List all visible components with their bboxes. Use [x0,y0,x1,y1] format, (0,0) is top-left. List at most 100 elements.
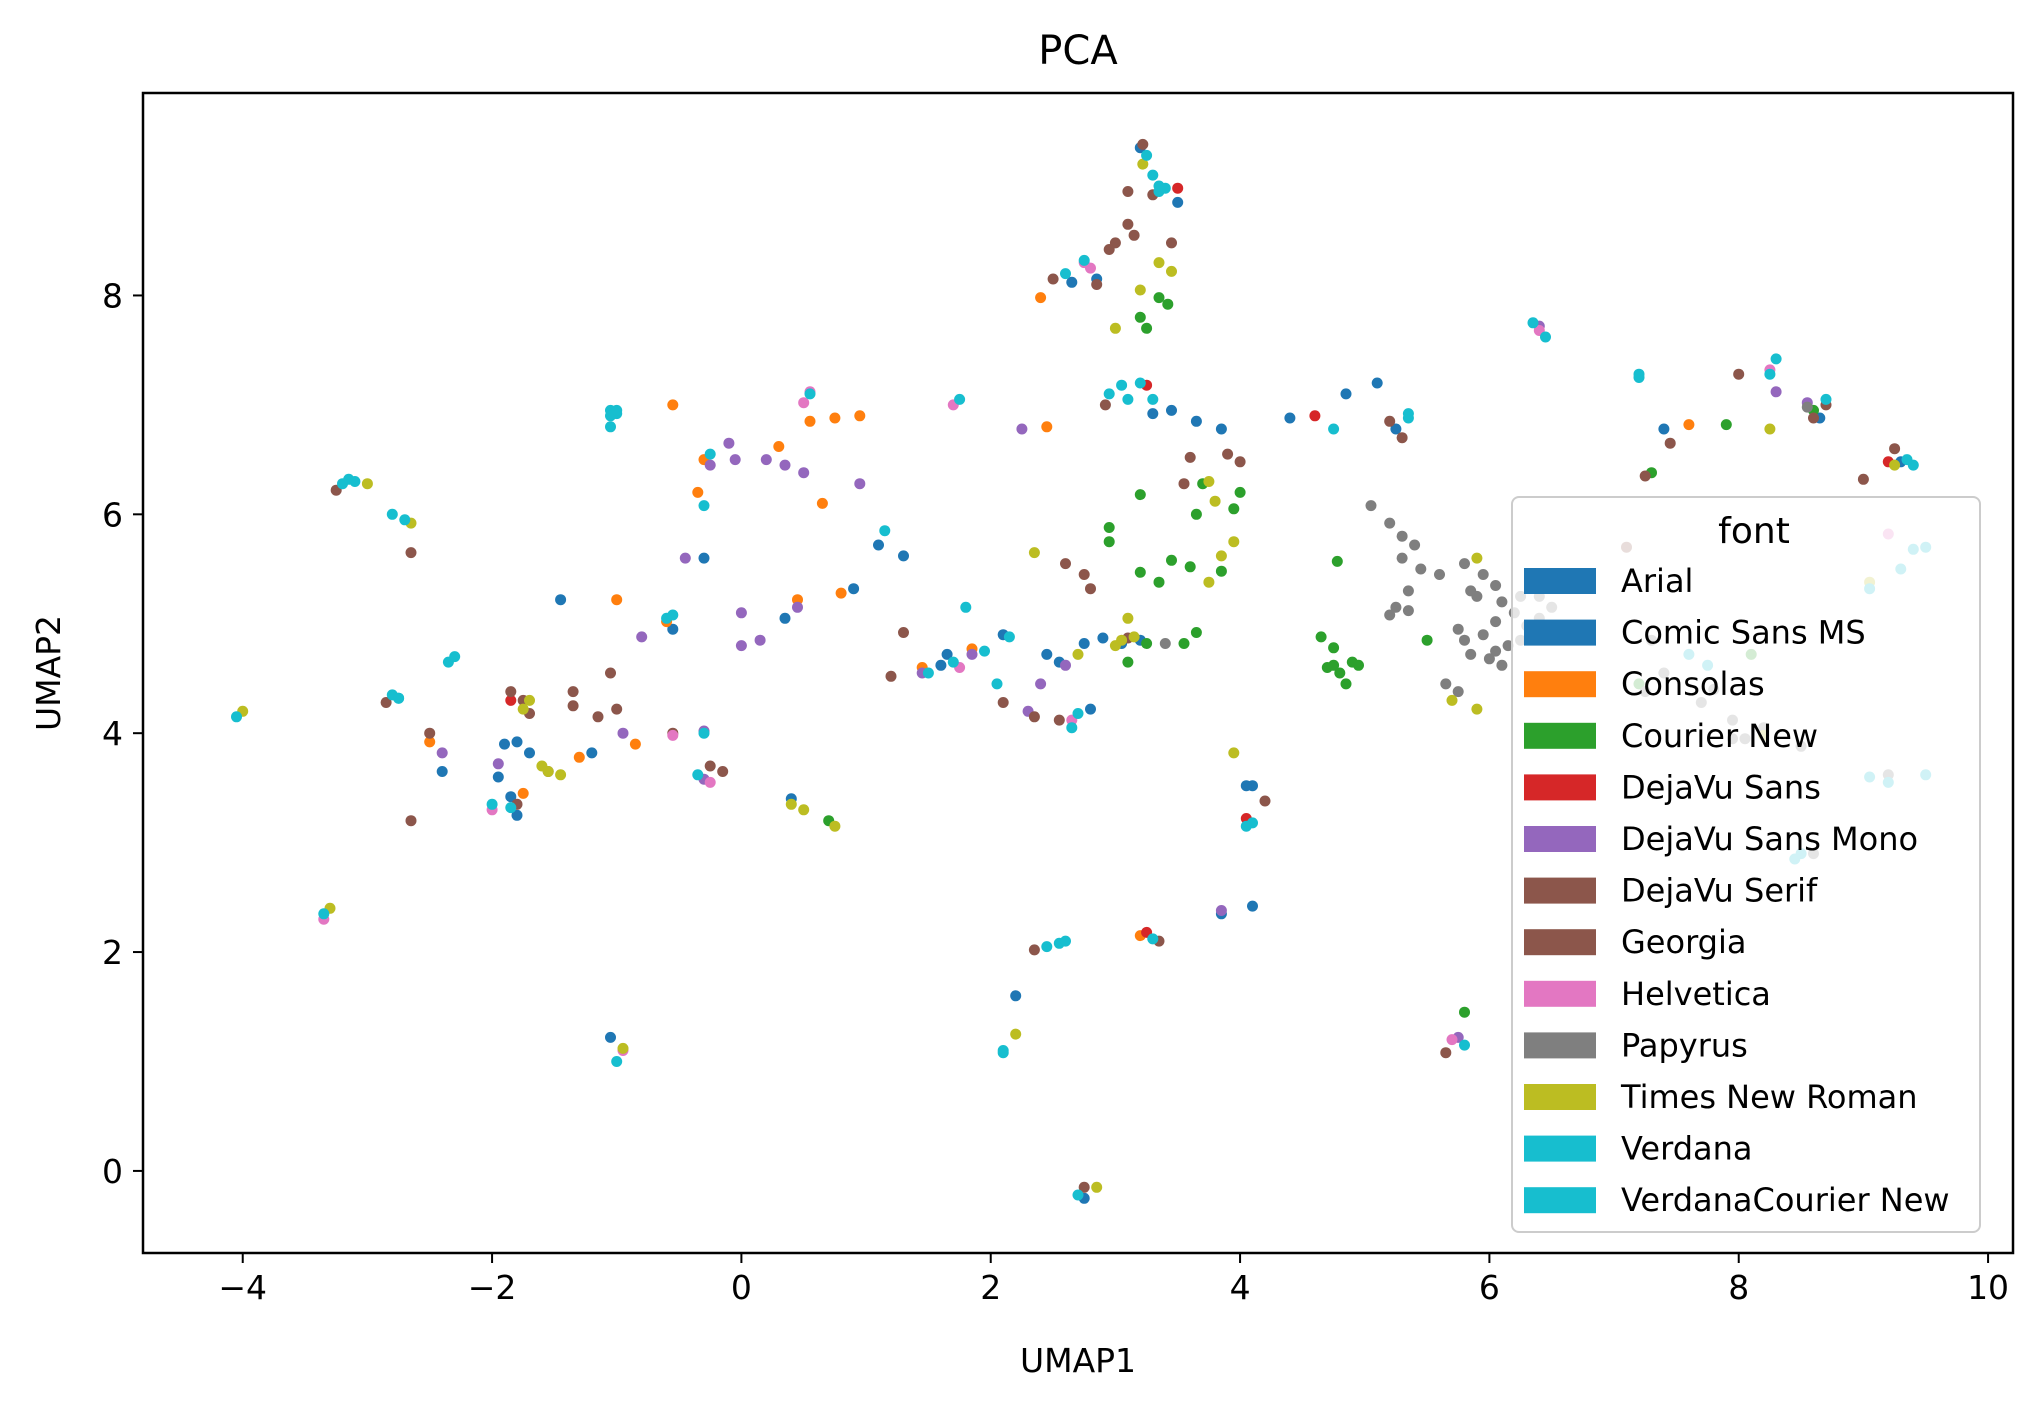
data-point [1066,722,1078,734]
data-point [1402,408,1414,420]
x-tick-label: 8 [1728,1268,1749,1307]
data-point [1072,708,1084,719]
data-point [1122,186,1134,197]
data-point [835,587,847,599]
data-point [1664,437,1676,449]
data-point [1639,470,1651,482]
data-point [1134,489,1146,501]
data-point [337,478,348,490]
data-point [1215,565,1227,577]
data-point [1141,638,1153,649]
data-point [1331,555,1343,567]
data-point [1085,262,1096,274]
data-point [1633,368,1645,380]
data-point [1178,638,1190,649]
data-point [1184,451,1196,463]
data-point [1147,408,1159,420]
data-point [667,729,679,741]
data-point [1137,158,1149,170]
data-point [1459,558,1470,570]
data-point [779,459,791,471]
data-point [1396,432,1408,444]
data-point [1240,820,1252,832]
data-point [1047,273,1059,285]
data-point [1203,476,1215,487]
data-point [1452,686,1464,698]
data-point [1137,138,1149,150]
data-point [1477,629,1489,641]
data-point [698,727,710,739]
data-point [1228,536,1240,548]
data-point [798,804,810,816]
data-point [1162,298,1174,310]
data-point [1003,631,1015,643]
data-point [1172,196,1184,208]
data-point [1134,284,1146,296]
data-point [1764,423,1776,435]
data-point [1010,1028,1022,1040]
data-point [997,697,1009,708]
data-point [1041,941,1053,953]
data-point [505,686,517,698]
data-point [798,397,810,409]
data-point [361,478,373,490]
legend-swatch [1524,1187,1596,1214]
data-point [979,645,990,657]
data-point [991,678,1003,690]
data-point [1371,377,1383,389]
data-point [1334,667,1346,679]
data-point [499,738,510,750]
data-point [629,738,641,750]
data-point [898,627,909,638]
data-point [1240,780,1252,792]
data-point [829,412,841,424]
data-point [1035,292,1047,304]
data-point [1109,322,1121,334]
data-point [505,694,517,706]
data-point [1390,423,1402,435]
legend-swatch [1524,826,1596,852]
data-point [717,766,729,777]
legend-swatch [1524,1032,1596,1059]
data-point [1340,388,1352,400]
legend-label: DejaVu Sans Mono [1621,820,1918,858]
data-point [1097,632,1109,644]
data-point [1889,443,1901,455]
legend: font Arial Comic Sans MS Consolas Courier N… [1511,496,1981,1233]
data-point [1116,634,1128,646]
data-point [1440,678,1452,690]
data-point [1060,935,1071,947]
data-point [1228,747,1240,759]
x-tick-label: 4 [1230,1268,1251,1307]
data-point [1072,648,1084,660]
x-tick-label: −2 [468,1268,517,1307]
data-point [1421,634,1433,646]
data-point [1099,399,1111,411]
data-point [1178,478,1190,490]
data-point [349,476,361,487]
data-point [1122,218,1134,230]
legend-swatch [1524,980,1596,1007]
data-point [611,404,623,416]
data-point [735,607,747,619]
data-point [829,820,841,832]
legend-swatch [1524,929,1596,956]
data-point [1085,703,1096,715]
data-point [1134,377,1146,389]
legend-title: font [1718,511,1790,552]
data-point [1434,569,1445,580]
data-point [511,809,523,821]
y-axis-label: UMAP2 [29,615,68,731]
data-point [1490,645,1502,657]
data-point [1770,386,1782,398]
data-point [1328,423,1340,435]
data-point [1402,605,1414,617]
legend-swatch [1524,877,1596,904]
data-point [1128,631,1140,643]
data-point [667,623,679,635]
data-point [1134,311,1146,323]
y-axis: 0 2 4 6 8 [102,276,143,1191]
data-point [1496,659,1508,671]
data-point [854,410,866,422]
